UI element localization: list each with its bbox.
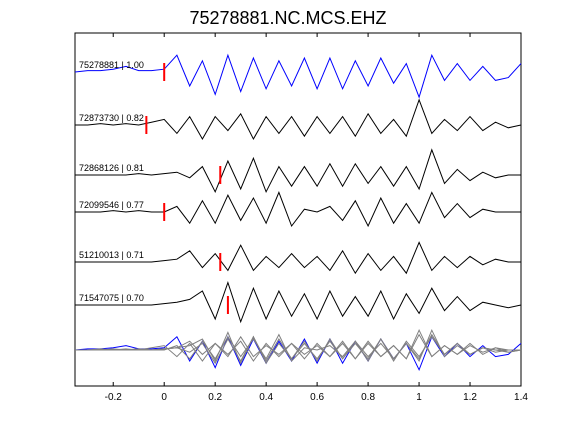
overlay-trace-71547075 <box>75 331 522 365</box>
x-tick-label: 1.2 <box>463 392 477 403</box>
stacked-overlay <box>74 328 522 372</box>
plot-frame <box>74 32 522 387</box>
trace-75278881 <box>74 53 522 99</box>
trace-label-71547075: 71547075 | 0.70 <box>79 293 144 303</box>
trace-71547075 <box>75 281 522 324</box>
pick-markers <box>145 63 229 314</box>
x-tick-label: 0.4 <box>259 392 273 403</box>
x-tick-label: -0.2 <box>105 392 123 403</box>
trace-stack <box>74 53 522 324</box>
trace-label-72873730: 72873730 | 0.82 <box>79 113 144 123</box>
trace-label-72868126: 72868126 | 0.81 <box>79 163 144 173</box>
x-tick-label: 1.4 <box>514 392 528 403</box>
trace-72868126 <box>75 148 521 194</box>
trace-72873730 <box>75 98 522 141</box>
trace-label-51210013: 51210013 | 0.71 <box>79 250 144 260</box>
x-tick-label: 0 <box>161 392 167 403</box>
trace-label-72099546: 72099546 | 0.77 <box>79 200 144 210</box>
x-tick-label: 0.8 <box>361 392 375 403</box>
trace-labels: 75278881 | 1.00 72873730 | 0.82 72868126 |… <box>79 60 144 303</box>
x-tick-label: 0.2 <box>208 392 222 403</box>
x-tick-label: 0.6 <box>310 392 324 403</box>
chart-title: 75278881.NC.MCS.EHZ <box>189 8 386 28</box>
trace-51210013 <box>75 241 521 275</box>
x-axis: -0.2 0 0.2 0.4 0.6 0.8 1 1.2 1.4 <box>105 33 528 403</box>
trace-label-75278881: 75278881 | 1.00 <box>79 60 144 70</box>
x-tick-label: 1 <box>416 392 422 403</box>
trace-72099546 <box>75 191 521 228</box>
